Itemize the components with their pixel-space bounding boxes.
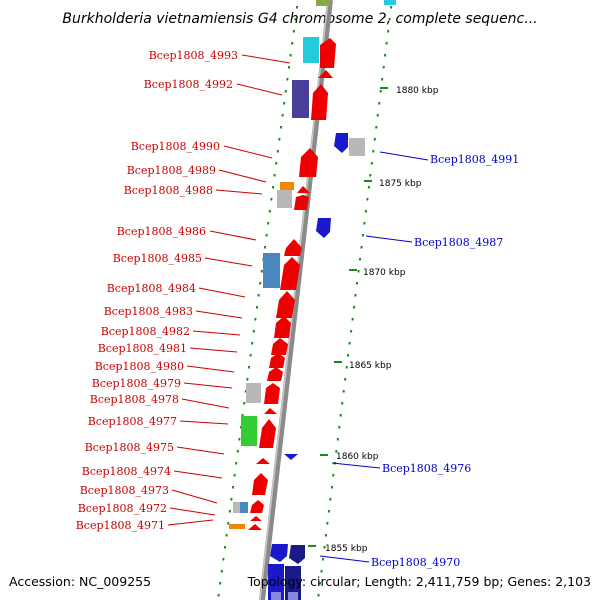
gene-label[interactable]: Bcep1808_4978: [90, 393, 179, 406]
gene-label[interactable]: Bcep1808_4985: [113, 252, 202, 265]
gene-label[interactable]: Bcep1808_4974: [82, 465, 171, 478]
gene-feature-4973[interactable]: [240, 502, 248, 513]
gene-label[interactable]: Bcep1808_4971: [76, 519, 165, 532]
gene-feature-4979[interactable]: [246, 383, 261, 403]
gene-label[interactable]: Bcep1808_4987: [414, 236, 503, 249]
gene-label[interactable]: Bcep1808_4980: [95, 360, 184, 373]
gene-arrow-4986[interactable]: [284, 239, 302, 256]
gene-feature-4988[interactable]: [277, 190, 292, 208]
gene-arrow-small-a[interactable]: [318, 70, 333, 78]
gene-feature-4970-e[interactable]: [271, 592, 281, 600]
reverse-gene-labels: Bcep1808_4991 Bcep1808_4987 Bcep1808_497…: [371, 153, 519, 569]
gene-arrow-4987[interactable]: [316, 218, 331, 238]
gene-feature-4992[interactable]: [292, 80, 309, 118]
gene-arrow-4988[interactable]: [294, 195, 309, 210]
gene-arrow-4981[interactable]: [269, 353, 285, 368]
kbp-label-1870: 1870 kbp: [363, 268, 406, 278]
gene-label[interactable]: Bcep1808_4991: [430, 153, 519, 166]
gene-feature-4977[interactable]: [241, 416, 257, 446]
gene-arrow-4992[interactable]: [311, 84, 328, 120]
gene-label[interactable]: Bcep1808_4984: [107, 282, 196, 295]
gene-feature-4971[interactable]: [229, 524, 245, 529]
gene-features: [229, 0, 396, 600]
gene-label[interactable]: Bcep1808_4973: [80, 484, 169, 497]
gene-label[interactable]: Bcep1808_4972: [78, 502, 167, 515]
kbp-label-1875: 1875 kbp: [379, 179, 422, 189]
gene-arrow-4975[interactable]: [256, 458, 270, 464]
gene-label[interactable]: Bcep1808_4990: [131, 140, 220, 153]
gene-arrow-4990[interactable]: [299, 148, 318, 177]
gene-feature-4993[interactable]: [303, 37, 319, 63]
gene-feature-4985[interactable]: [263, 253, 280, 288]
gene-arrow-4984[interactable]: [276, 291, 295, 318]
gene-arrow-4970-b[interactable]: [289, 545, 305, 564]
gene-arrow-4991[interactable]: [334, 133, 348, 153]
gene-label[interactable]: Bcep1808_4981: [98, 342, 187, 355]
gene-arrow-4973[interactable]: [250, 500, 264, 513]
kbp-label-1860: 1860 kbp: [336, 452, 379, 462]
gene-feature-4989[interactable]: [280, 182, 294, 190]
gene-label[interactable]: Bcep1808_4979: [92, 377, 181, 390]
gene-arrow-4977[interactable]: [259, 419, 276, 448]
kbp-label-1880: 1880 kbp: [396, 86, 439, 96]
gene-feature-olive[interactable]: [316, 0, 330, 6]
topology-text: Topology: circular; Length: 2,411,759 bp…: [247, 574, 591, 589]
gene-label[interactable]: Bcep1808_4977: [88, 415, 177, 428]
gene-arrow-4971-b[interactable]: [248, 524, 262, 530]
gene-arrow-small-b[interactable]: [297, 186, 310, 193]
gene-label[interactable]: Bcep1808_4970: [371, 556, 460, 569]
gene-feature-4970-d[interactable]: [285, 566, 301, 600]
gene-feature-4970-c[interactable]: [268, 564, 284, 600]
gene-arrow-4980[interactable]: [267, 367, 283, 381]
map-title: Burkholderia vietnamiensis G4 chromosome…: [62, 11, 537, 27]
forward-gene-labels: Bcep1808_4993 Bcep1808_4992 Bcep1808_499…: [76, 49, 238, 532]
gene-arrow-4972[interactable]: [250, 516, 262, 521]
gene-label[interactable]: Bcep1808_4976: [382, 462, 471, 475]
gene-feature-4970-f[interactable]: [288, 592, 298, 600]
gene-arrow-4976[interactable]: [284, 454, 298, 460]
gene-label[interactable]: Bcep1808_4975: [85, 441, 174, 454]
gene-label[interactable]: Bcep1808_4992: [144, 78, 233, 91]
gene-arrow-4993[interactable]: [320, 38, 336, 68]
gene-arrow-4978[interactable]: [264, 408, 277, 414]
dotted-guide-tracks: [217, 5, 393, 597]
gene-label[interactable]: Bcep1808_4989: [127, 164, 216, 177]
gene-label[interactable]: Bcep1808_4983: [104, 305, 193, 318]
kbp-label-1855: 1855 kbp: [325, 544, 368, 554]
gene-feature-4991-gray[interactable]: [349, 138, 365, 156]
gene-feature-cyan-top[interactable]: [384, 0, 396, 5]
gene-label[interactable]: Bcep1808_4982: [101, 325, 190, 338]
gene-feature-4973-gray[interactable]: [233, 502, 241, 513]
gene-arrow-4970[interactable]: [270, 544, 288, 562]
gene-label[interactable]: Bcep1808_4986: [117, 225, 206, 238]
gene-arrow-4985[interactable]: [280, 257, 300, 290]
kbp-scale: 1880 kbp 1875 kbp 1870 kbp 1865 kbp 1860…: [308, 86, 439, 554]
gene-arrow-4979[interactable]: [264, 383, 280, 404]
gene-arrow-4974[interactable]: [252, 473, 268, 495]
gene-arrow-4982[interactable]: [271, 338, 288, 355]
kbp-label-1865: 1865 kbp: [349, 361, 392, 371]
accession-text: Accession: NC_009255: [9, 574, 151, 589]
gene-arrow-4983[interactable]: [274, 316, 291, 338]
gene-label[interactable]: Bcep1808_4993: [149, 49, 238, 62]
gene-label[interactable]: Bcep1808_4988: [124, 184, 213, 197]
leader-lines: [167, 54, 429, 563]
